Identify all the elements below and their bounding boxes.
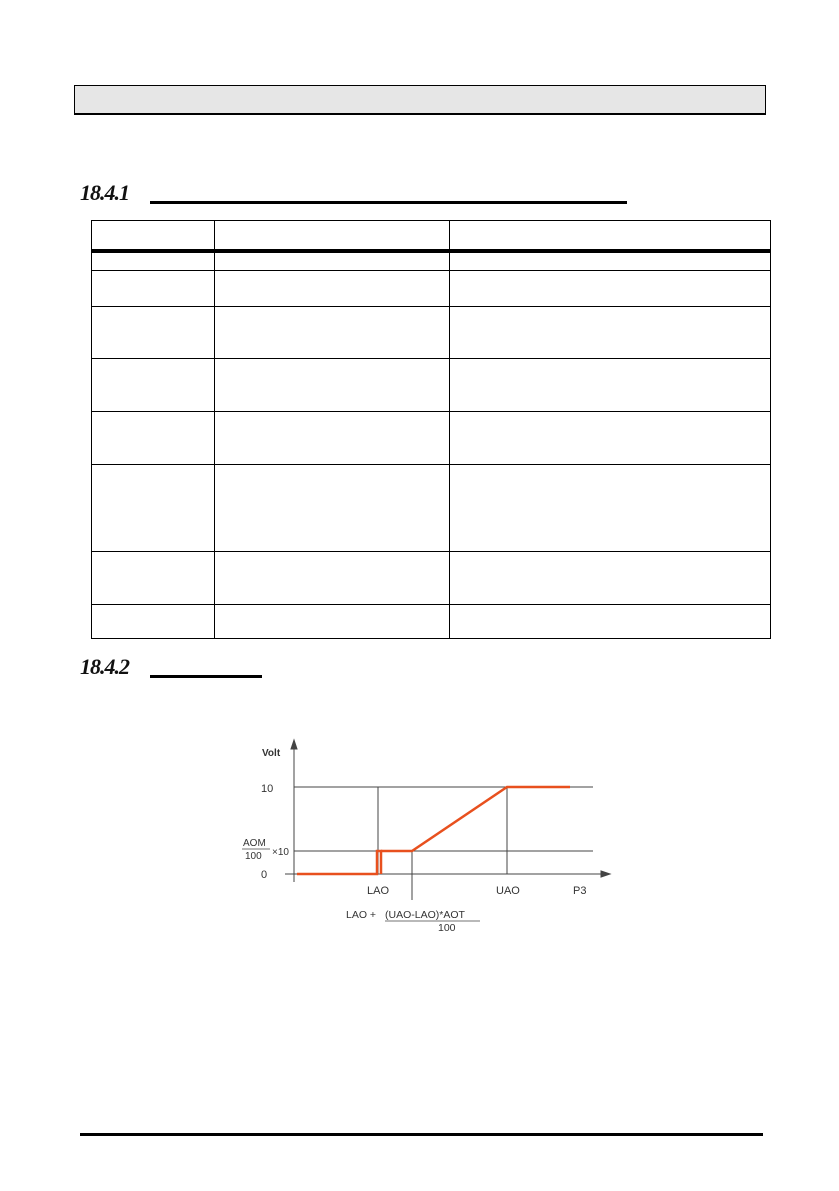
section-number-18-4-1: 18.4.1 [80,180,130,205]
table-cell [214,464,450,552]
table-cell [91,604,215,639]
table-row [91,411,771,465]
table-cell [449,604,771,639]
table-cell [91,358,215,412]
chapter-title-bar [74,85,766,115]
formula-prefix: LAO + [346,909,376,921]
y-tick-10: 10 [261,783,273,795]
table-cell [91,464,215,552]
table-row [91,464,771,552]
table-row [91,306,771,359]
x-tick-uao: UAO [496,885,520,897]
x-tick-lao: LAO [367,885,389,897]
y-axis-label: Volt [262,748,281,759]
table-cell [214,411,450,465]
output-curve [297,785,570,876]
y-axis-arrow-icon [290,738,298,750]
table-cell [214,604,450,639]
table-cell [214,551,450,605]
formula-denominator: 100 [438,922,456,934]
table-row [91,604,771,639]
y-tick-aom-den: 100 [245,851,262,862]
y-tick-0: 0 [261,869,267,881]
section-number-18-4-2: 18.4.2 [80,654,130,679]
footer-rule [80,1133,763,1136]
table-cell [91,551,215,605]
section-title-underline [150,675,262,678]
table-header-cell [91,220,215,253]
table-cell [214,270,450,307]
table-header-cell [449,220,771,253]
x-axis-arrow-icon [600,870,612,878]
table-row [91,551,771,605]
y-tick-aom-num: AOM [243,838,266,849]
table-cell [449,358,771,412]
table-cell [91,411,215,465]
table-cell [449,464,771,552]
table-cell [449,411,771,465]
section-title-underline [150,201,627,204]
parameter-table [91,220,771,639]
formula-numerator: (UAO-LAO)*AOT [385,909,466,921]
table-header-row [91,220,771,253]
table-row [91,358,771,412]
table-cell [91,306,215,359]
x-axis-label: P3 [573,885,586,897]
table-cell [214,358,450,412]
y-tick-aom-mult: ×10 [272,847,289,858]
